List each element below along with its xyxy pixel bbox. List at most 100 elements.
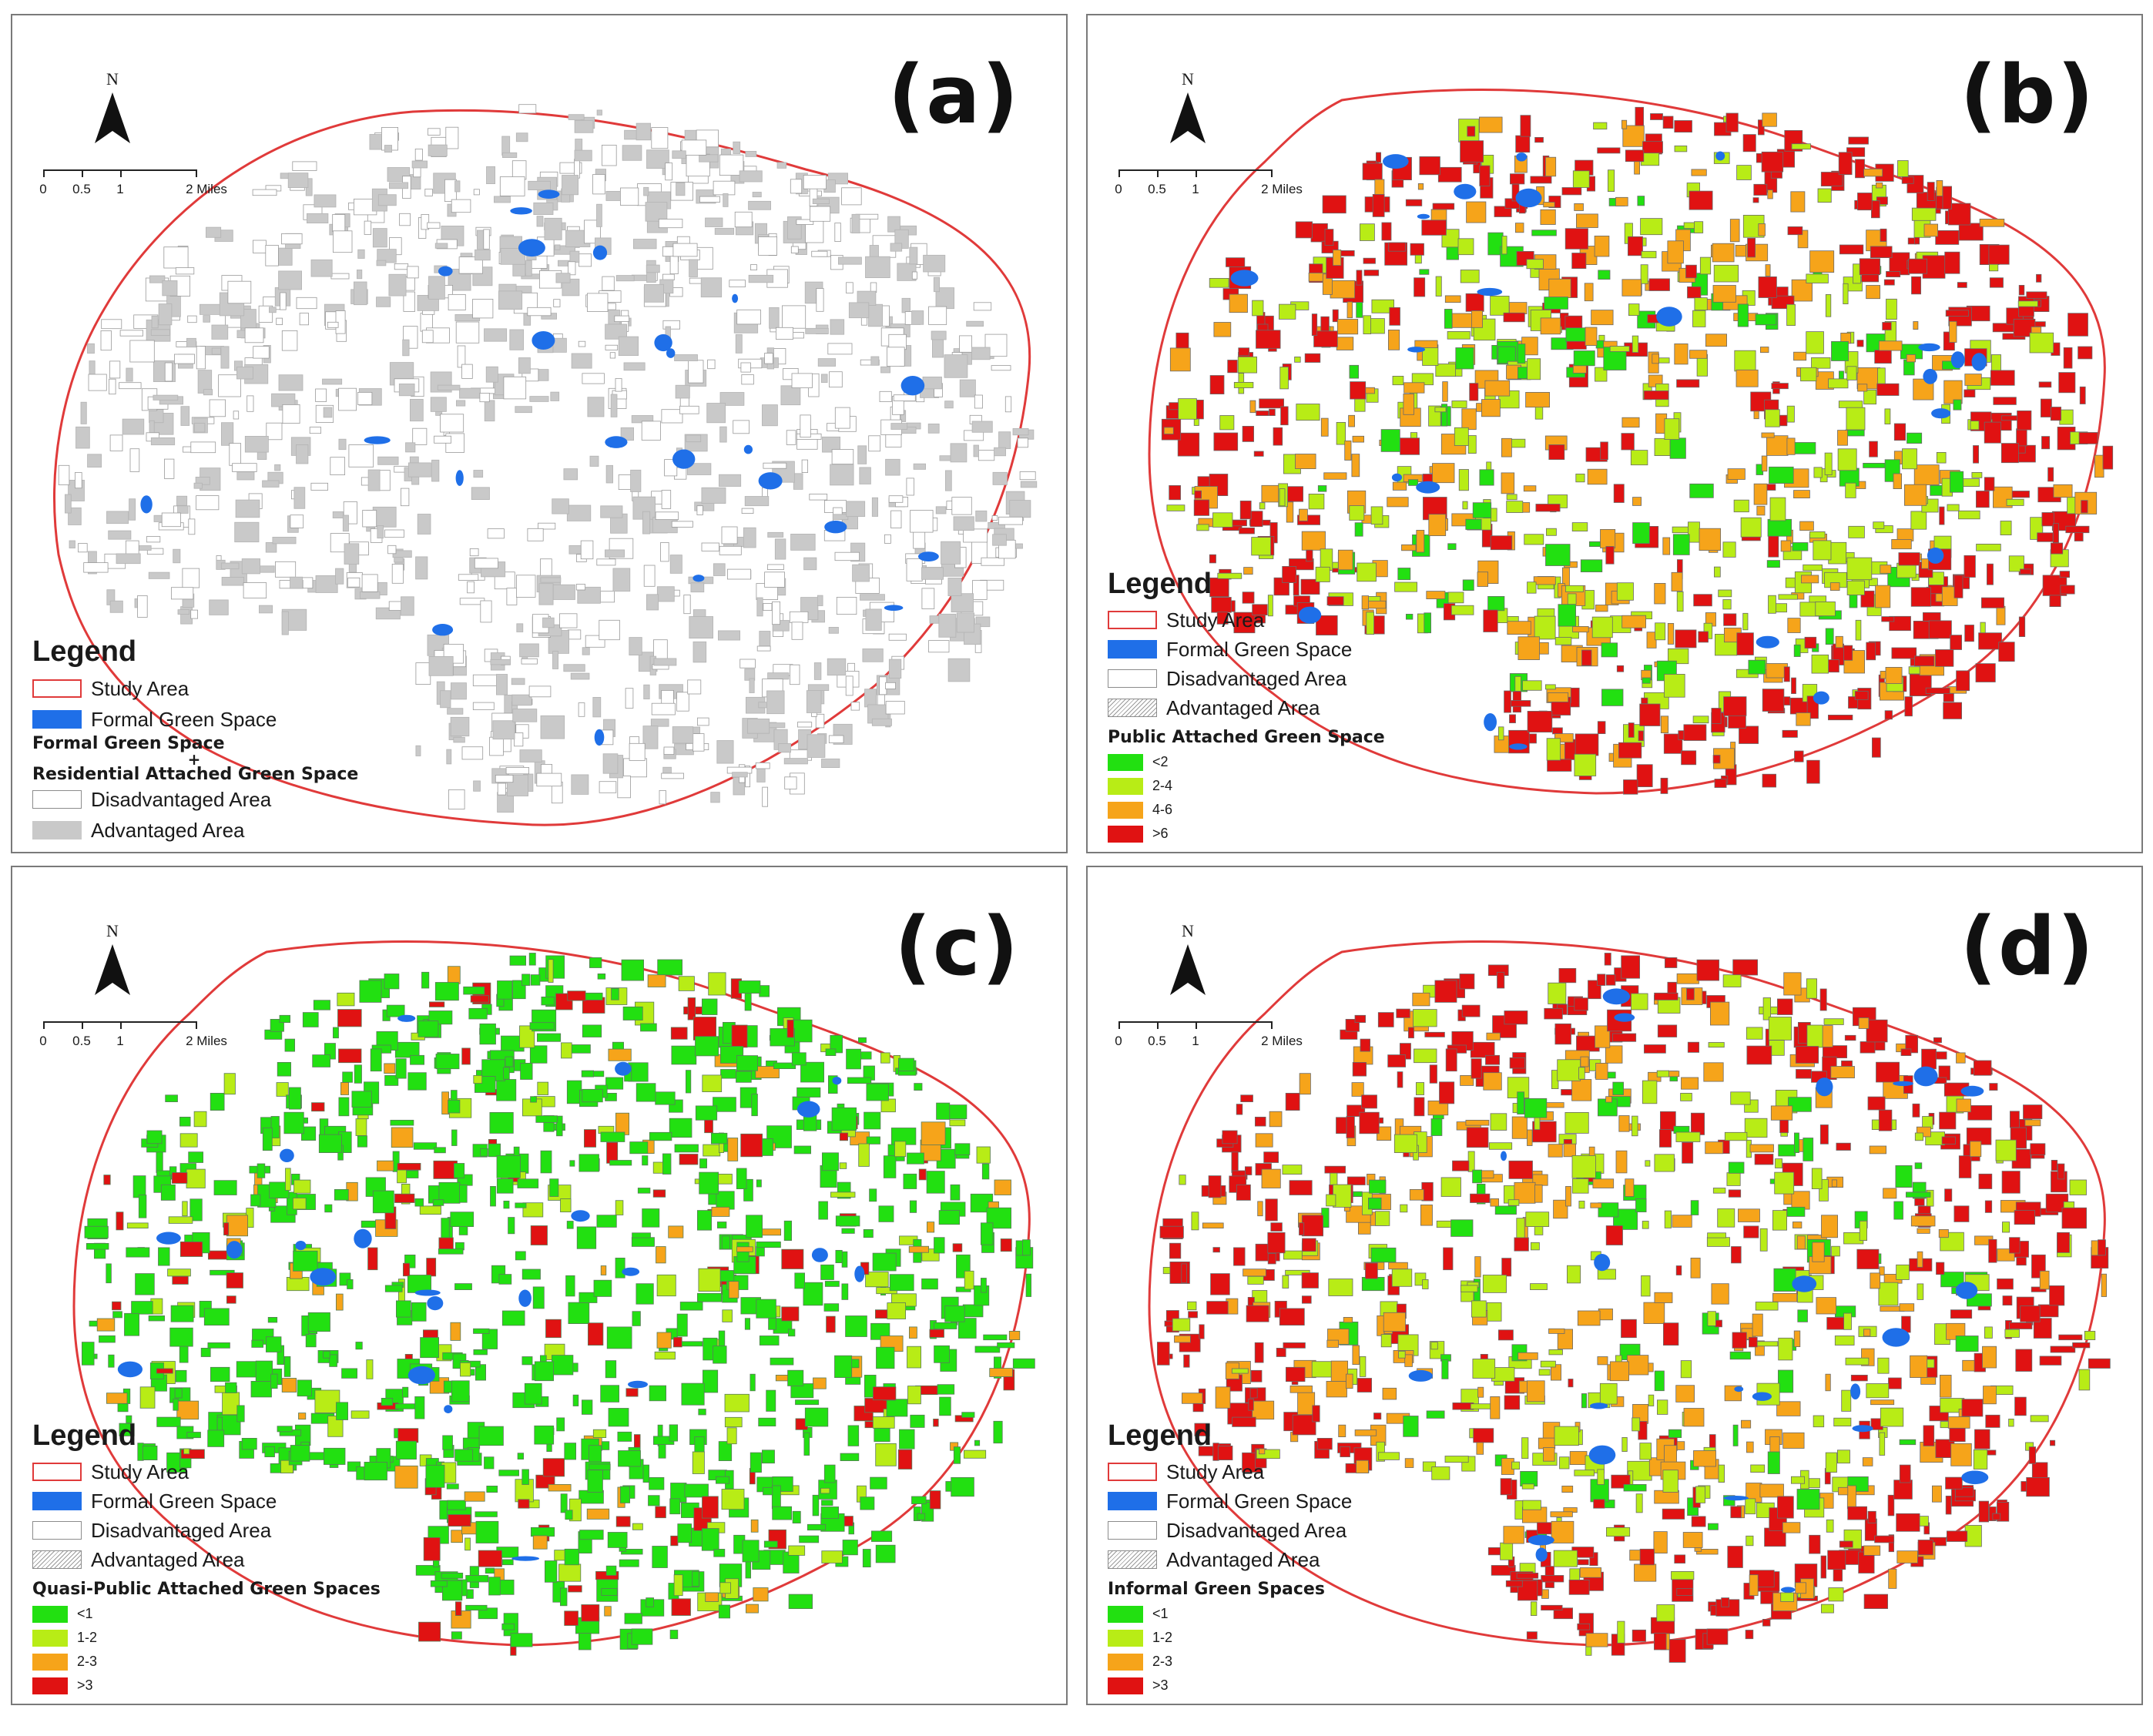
map-block (1336, 319, 1359, 335)
map-block (1574, 997, 1588, 1011)
map-block (355, 1342, 363, 1350)
map-block (344, 543, 360, 565)
map-block (718, 1604, 730, 1619)
map-block (548, 1484, 572, 1492)
map-block (661, 772, 685, 779)
map-block (1791, 143, 1811, 150)
map-block (669, 1118, 693, 1138)
map-block (1491, 1565, 1516, 1576)
map-block (1481, 399, 1501, 417)
map-block (804, 1407, 829, 1427)
map-block (944, 1305, 965, 1322)
map-block (1299, 1073, 1311, 1095)
map-canvas-b (1148, 89, 2114, 795)
map-block (1563, 1143, 1577, 1158)
map-block (484, 328, 508, 342)
map-block (521, 1469, 529, 1485)
map-block (859, 467, 871, 484)
map-block (1217, 1446, 1233, 1461)
map-block (1538, 1437, 1556, 1449)
map-block (359, 591, 381, 599)
map-block (578, 1154, 599, 1172)
map-block (650, 719, 669, 727)
map-block (182, 568, 200, 588)
map-block (484, 400, 495, 422)
map-block (1526, 259, 1544, 270)
map-block (1943, 702, 1962, 719)
map-block (225, 1382, 237, 1393)
map-block (927, 1222, 935, 1233)
map-block (1585, 1633, 1608, 1647)
map-block (743, 527, 756, 548)
map-block (1819, 1178, 1829, 1201)
map-block (1009, 500, 1031, 518)
study-area-swatch (32, 1463, 82, 1481)
map-block (1547, 692, 1569, 702)
map-block (1783, 666, 1790, 682)
map-block (226, 1215, 248, 1237)
formal-green-patch (1955, 1282, 1978, 1299)
map-block (1782, 1522, 1801, 1533)
map-block (1301, 1272, 1319, 1289)
map-block (1631, 993, 1648, 1010)
legend-item-study-area: Study Area (32, 1457, 381, 1486)
map-block (1848, 525, 1865, 538)
map-block (1754, 1154, 1774, 1165)
map-block (2036, 273, 2042, 283)
map-block (276, 317, 283, 326)
map-block (1639, 703, 1661, 726)
map-block (124, 1312, 140, 1336)
map-block (505, 767, 529, 775)
map-block (361, 574, 378, 592)
map-block (1454, 427, 1469, 446)
formal-green-patch (1950, 351, 1965, 369)
class-legend-title: Quasi-Public Attached Green Spaces (32, 1580, 381, 1599)
map-block (841, 1251, 848, 1268)
map-block (647, 974, 666, 987)
map-block (1575, 733, 1599, 756)
map-block (1451, 313, 1474, 328)
map-block (1863, 168, 1883, 177)
map-block (1834, 1336, 1855, 1346)
map-block (1571, 1079, 1592, 1101)
map-block (817, 358, 836, 367)
map-block (621, 1549, 643, 1555)
map-block (447, 966, 461, 984)
map-block (807, 684, 830, 691)
map-block (723, 193, 729, 207)
map-block (372, 506, 397, 528)
map-block (1683, 724, 1707, 741)
class-item-4: >3 (1108, 1674, 1352, 1697)
map-block (1313, 330, 1338, 347)
study-area-boundary (72, 940, 1031, 1647)
map-block (790, 664, 800, 685)
map-block (632, 1311, 641, 1326)
map-block (1336, 422, 1346, 445)
formal-green-patch (1923, 368, 1937, 384)
map-block (755, 1066, 780, 1079)
map-block (1337, 549, 1353, 571)
formal-green-patch (1528, 1534, 1554, 1546)
map-block (2088, 1358, 2111, 1369)
map-block (296, 297, 317, 310)
map-block (910, 1414, 925, 1428)
map-block (431, 459, 440, 482)
formal-green-patch (295, 1241, 307, 1251)
map-block (753, 1587, 769, 1602)
map-block (2018, 284, 2025, 296)
map-block (496, 1178, 514, 1194)
map-block (529, 1022, 555, 1030)
map-block (1640, 218, 1663, 236)
map-block (1387, 1054, 1407, 1067)
map-block (1732, 959, 1759, 976)
formal-green-patch (811, 1248, 828, 1262)
map-block (1880, 228, 1887, 242)
map-block (1749, 1336, 1758, 1348)
map-block (1762, 773, 1777, 788)
map-block (1600, 441, 1608, 461)
map-block (858, 1037, 867, 1044)
map-block (865, 1272, 889, 1288)
map-block (106, 1392, 128, 1404)
map-block (1722, 974, 1742, 987)
map-block (2049, 595, 2061, 608)
